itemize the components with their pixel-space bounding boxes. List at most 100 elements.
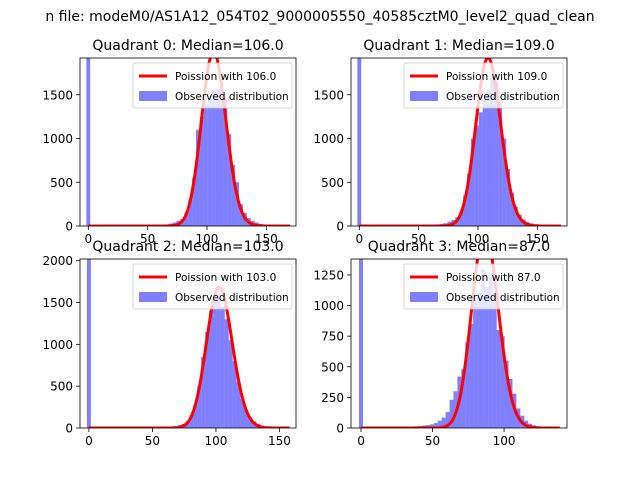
plot-area <box>357 58 562 226</box>
histogram-bar <box>506 169 511 226</box>
legend: Poission with 87.0 Observed distribution <box>403 263 564 310</box>
histogram-bar <box>478 112 483 226</box>
histogram-bar <box>244 409 249 428</box>
y-tick-label: 500 <box>50 176 73 190</box>
histogram-bar <box>201 356 206 428</box>
x-tick-label: 0 <box>85 434 93 448</box>
x-tick-label: 50 <box>411 232 426 246</box>
y-tick-label: 1000 <box>42 132 73 146</box>
panel-title: Quadrant 0: Median=106.0 <box>92 38 283 54</box>
legend-bar-swatch <box>410 91 438 101</box>
y-tick-label: 250 <box>321 391 344 405</box>
plot-area <box>86 58 291 226</box>
y-tick-label: 1000 <box>313 132 344 146</box>
panel-title: Quadrant 3: Median=87.0 <box>368 239 550 255</box>
histogram-bar <box>480 268 485 428</box>
x-tick-label: 0 <box>84 232 92 246</box>
panel-title: Quadrant 1: Median=109.0 <box>363 38 554 54</box>
y-tick-label: 0 <box>336 220 344 234</box>
plot-area <box>86 259 290 428</box>
histogram-bar <box>463 195 468 226</box>
legend-bar-swatch <box>410 292 438 302</box>
histogram-bar <box>199 116 204 226</box>
y-tick-label: 1000 <box>313 299 344 313</box>
histogram-bar <box>492 293 497 428</box>
histogram-bar <box>227 134 232 226</box>
legend-entry-poisson: Poission with 109.0 <box>446 71 547 83</box>
histogram-bar <box>189 415 194 428</box>
x-tick-label: 100 <box>467 232 490 246</box>
histogram-bar <box>510 192 515 226</box>
histogram-bar <box>429 424 434 428</box>
legend-bar-swatch <box>139 292 167 302</box>
histogram-bar <box>473 299 478 428</box>
x-tick-label: 150 <box>268 434 291 448</box>
panel-title: Quadrant 2: Median=103.0 <box>92 239 283 255</box>
y-tick-label: 0 <box>65 220 73 234</box>
histogram-bar <box>228 340 233 428</box>
histogram-bar <box>192 177 197 226</box>
histogram-bar <box>461 369 466 428</box>
histogram-bar <box>496 330 501 428</box>
histogram-bar <box>224 319 229 428</box>
legend-entry-observed: Observed distribution <box>175 292 289 304</box>
axes-frame <box>350 57 568 227</box>
poisson-curve <box>359 58 562 226</box>
histogram-bar <box>488 274 493 428</box>
axes-frame <box>79 57 297 227</box>
legend: Poission with 103.0 Observed distribution <box>132 263 293 310</box>
histogram-bar <box>494 81 499 226</box>
axes-frame <box>79 258 297 429</box>
y-tick-label: 750 <box>321 330 344 344</box>
histogram-bar <box>445 412 450 428</box>
plot-area <box>359 259 560 428</box>
histogram-bar <box>86 259 91 428</box>
histogram-bar <box>212 298 217 428</box>
histogram-bar <box>357 58 362 226</box>
histogram-bar <box>477 293 481 428</box>
histogram-bar <box>486 90 491 226</box>
histogram-bar <box>207 99 212 226</box>
y-tick-label: 1250 <box>313 268 344 282</box>
x-tick-label: 100 <box>196 232 219 246</box>
histogram-bar <box>209 310 213 428</box>
histogram-bar <box>490 77 495 226</box>
legend: Poission with 109.0 Observed distribution <box>403 62 564 109</box>
histogram-bar <box>484 287 489 428</box>
y-tick-label: 500 <box>321 176 344 190</box>
histogram-bar <box>216 294 221 428</box>
y-tick-label: 500 <box>321 360 344 374</box>
histogram-bar <box>433 423 438 428</box>
histogram-bar <box>197 386 202 428</box>
y-tick-label: 1000 <box>42 338 73 352</box>
histogram-bar <box>235 182 240 226</box>
y-tick-label: 500 <box>50 380 73 394</box>
histogram-bar <box>86 58 91 226</box>
legend-box <box>403 62 564 109</box>
histogram-bar <box>504 360 509 428</box>
legend: Poission with 106.0 Observed distribution <box>132 62 293 109</box>
y-tick-label: 1500 <box>42 88 73 102</box>
poisson-curve <box>88 58 291 226</box>
histogram-bar <box>437 420 442 428</box>
x-tick-label: 0 <box>355 232 363 246</box>
histogram-bar <box>231 164 236 226</box>
histogram-bar <box>239 204 244 226</box>
legend-box <box>132 62 293 109</box>
legend-entry-poisson: Poission with 106.0 <box>175 71 276 83</box>
x-tick-label: 50 <box>425 434 440 448</box>
x-tick-label: 100 <box>204 434 227 448</box>
legend-box <box>132 263 293 310</box>
y-tick-label: 1500 <box>42 296 73 310</box>
legend-entry-observed: Observed distribution <box>175 91 289 103</box>
histogram-bar <box>232 361 237 428</box>
histogram-bar <box>508 379 513 428</box>
histogram-bar <box>474 125 479 226</box>
legend-box <box>403 263 564 310</box>
histogram-bar <box>215 88 220 226</box>
axes-frame <box>350 258 568 429</box>
